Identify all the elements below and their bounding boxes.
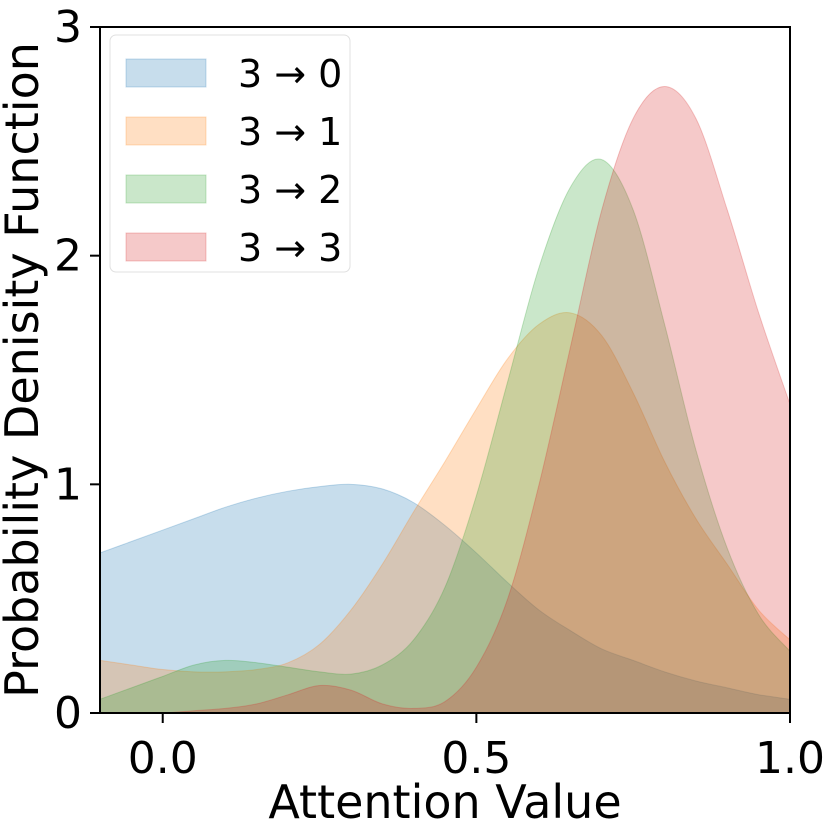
y-axis-label: Probability Denisity Function xyxy=(0,42,49,698)
x-tick-label: 1.0 xyxy=(755,733,825,784)
density-area-2 xyxy=(100,158,790,713)
density-areas xyxy=(100,85,790,713)
density-area-0 xyxy=(100,483,790,713)
legend-label: 3 → 2 xyxy=(238,168,342,212)
y-tick-label: 1 xyxy=(54,459,82,510)
x-tick-label: 0.5 xyxy=(441,733,511,784)
x-axis-ticks: 0.0 0.5 1.0 xyxy=(128,713,825,784)
density-area-1 xyxy=(100,311,790,713)
x-axis-label: Attention Value xyxy=(268,775,621,829)
legend-box xyxy=(109,34,351,273)
y-tick-label: 0 xyxy=(54,688,82,739)
legend-swatch xyxy=(125,232,207,262)
density-area-3 xyxy=(100,85,790,713)
y-tick-label: 2 xyxy=(54,231,82,282)
legend-label: 3 → 3 xyxy=(238,226,342,270)
plot-frame xyxy=(99,26,791,714)
legend-swatch xyxy=(125,58,207,88)
legend-label: 3 → 1 xyxy=(238,110,342,154)
legend: 3 → 0 3 → 1 3 → 2 3 → 3 xyxy=(109,34,351,273)
legend-swatch xyxy=(125,174,207,204)
legend-label: 3 → 0 xyxy=(238,52,342,96)
y-axis-ticks: 0 1 2 3 xyxy=(54,2,100,739)
legend-swatch xyxy=(125,116,207,146)
x-tick-label: 0.0 xyxy=(128,733,198,784)
y-tick-label: 3 xyxy=(54,2,82,53)
